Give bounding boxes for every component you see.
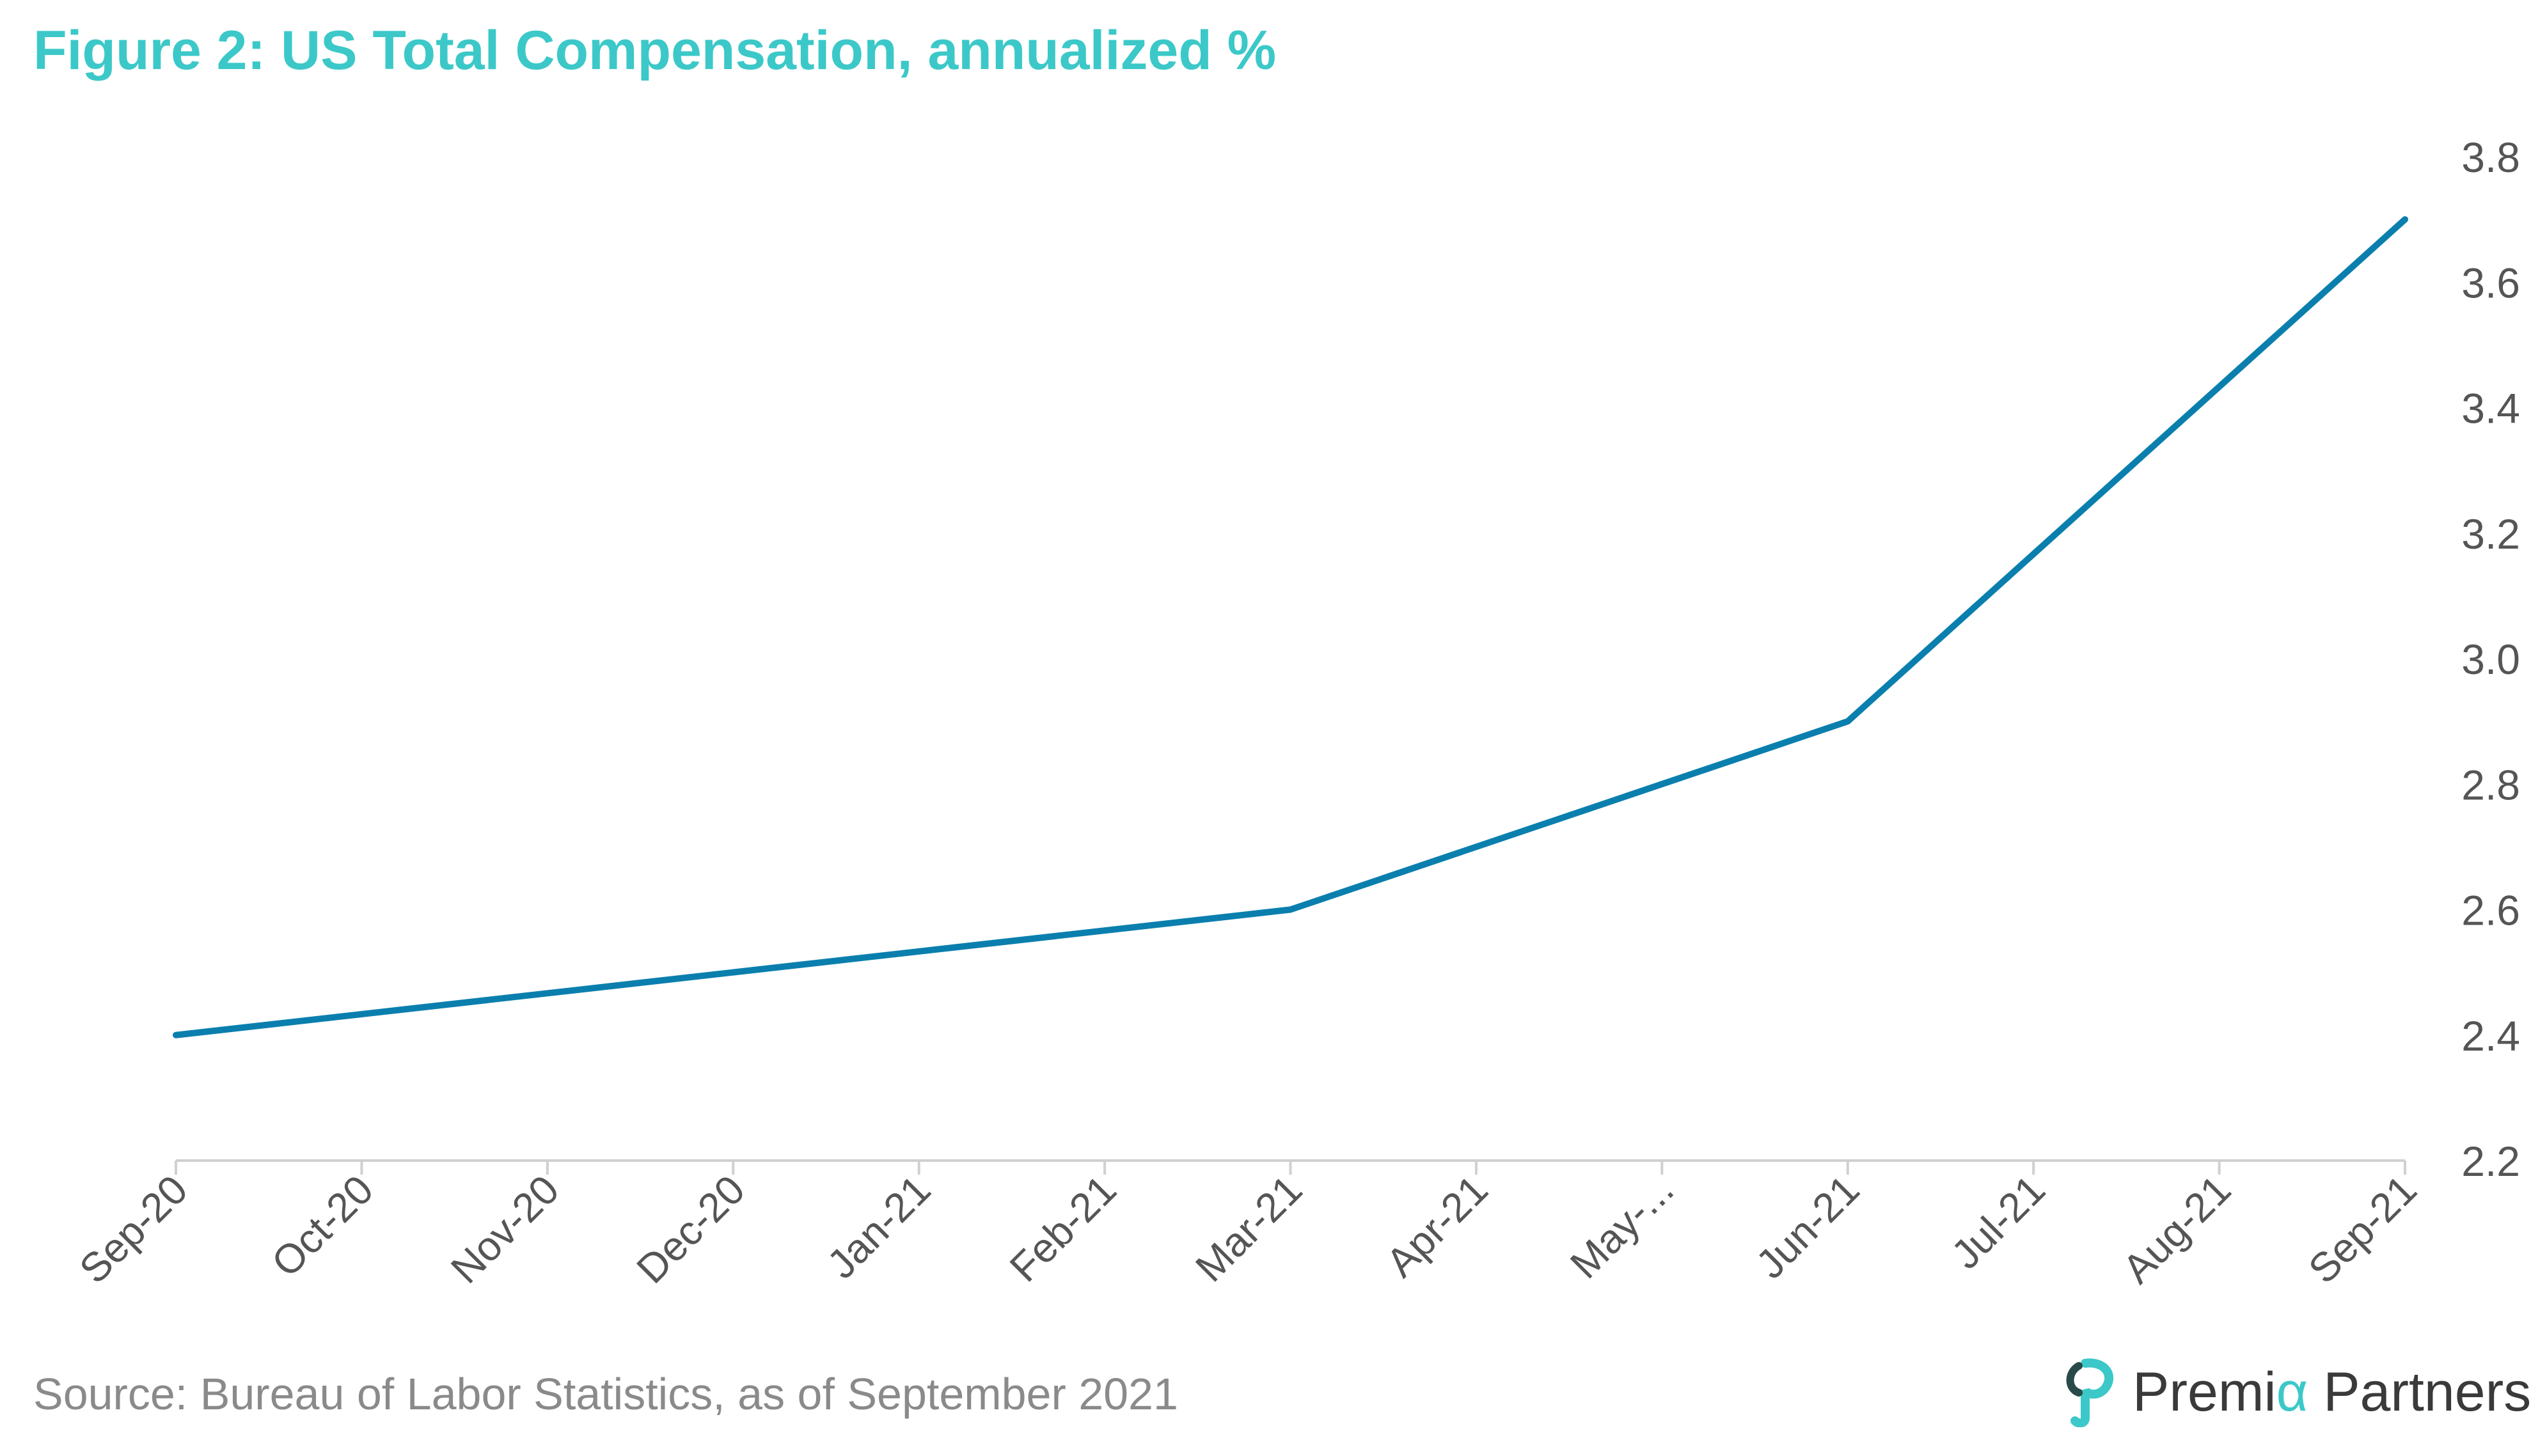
x-axis	[175, 1159, 2406, 1175]
x-axis-tick-label: Jul-21	[1943, 1166, 2054, 1278]
x-axis-tick-label: Sep-21	[2299, 1166, 2425, 1292]
logo-text-alpha: α	[2276, 1361, 2308, 1423]
y-axis-tick-label: 3.8	[2461, 134, 2520, 181]
y-axis-tick-label: 2.4	[2461, 1012, 2520, 1060]
data-point	[732, 971, 734, 973]
y-axis-tick-label: 3.0	[2461, 636, 2520, 683]
y-axis-tick-label: 2.6	[2461, 887, 2520, 934]
series-line	[173, 216, 2408, 1038]
x-axis-tick-label: Aug-21	[2114, 1166, 2240, 1292]
y-axis-tick-label: 3.2	[2461, 510, 2520, 558]
x-axis-tick-labels: Sep-20 Oct-20 Nov-20 Dec-20 Jan-21 Feb-21 Mar-…	[70, 1166, 2425, 1292]
logo-text-suffix: Partners	[2308, 1361, 2532, 1423]
x-axis-tick-label: Jan-21	[818, 1166, 939, 1287]
x-axis-tick-label: Oct-20	[263, 1166, 382, 1286]
premia-partners-logo: Premiα Partners	[2060, 1357, 2531, 1427]
y-axis-tick-label: 3.4	[2461, 385, 2520, 432]
data-point	[2404, 219, 2406, 221]
x-axis-tick-label: Jun-21	[1747, 1166, 1868, 1287]
y-axis-tick-label: 3.6	[2461, 259, 2520, 306]
y-axis-tick-label: 2.8	[2461, 761, 2520, 808]
y-axis-tick-label: 2.2	[2461, 1138, 2520, 1185]
x-axis-tick-label: Feb-21	[1001, 1166, 1125, 1290]
logo-text-prefix: Premi	[2133, 1361, 2276, 1423]
x-axis-tick-label: Apr-21	[1377, 1166, 1497, 1286]
series-lines	[173, 216, 2408, 1038]
source-note: Source: Bureau of Labor Statistics, as o…	[33, 1369, 1178, 1419]
x-axis-tick-label: Sep-20	[70, 1166, 196, 1292]
x-axis-tick-label: May-...	[1561, 1166, 1682, 1287]
data-point	[175, 1034, 177, 1036]
logo-mark-icon	[2066, 1358, 2113, 1427]
x-axis-tick-label: Nov-20	[442, 1166, 568, 1292]
y-axis-tick-labels: 2.2 2.4 2.6 2.8 3.0 3.2 3.4 3.6 3.8	[2461, 134, 2520, 1185]
chart-title: Figure 2: US Total Compensation, annuali…	[33, 20, 1277, 81]
x-axis-tick-label: Mar-21	[1187, 1166, 1311, 1290]
data-point	[1289, 909, 1291, 911]
data-point	[1847, 721, 1849, 723]
logo-wordmark: Premiα Partners	[2133, 1361, 2531, 1424]
x-axis-tick-label: Dec-20	[627, 1166, 753, 1292]
